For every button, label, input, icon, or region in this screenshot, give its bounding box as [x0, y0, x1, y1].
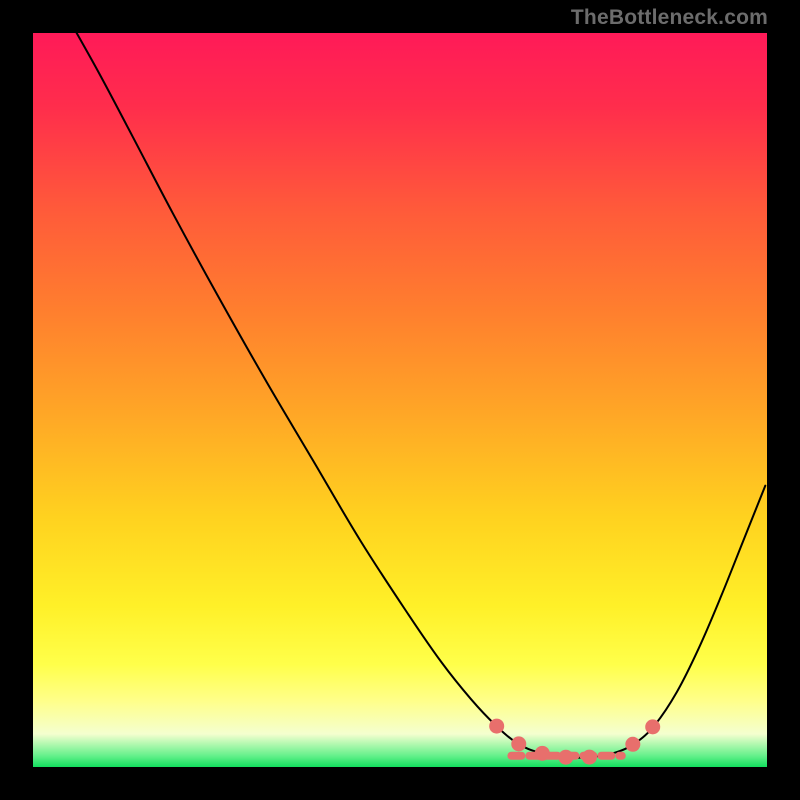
watermark-text: TheBottleneck.com	[571, 6, 768, 30]
plot-frame	[32, 32, 768, 768]
chart-root: TheBottleneck.com	[0, 0, 800, 800]
plot-gradient-fill	[33, 33, 767, 767]
